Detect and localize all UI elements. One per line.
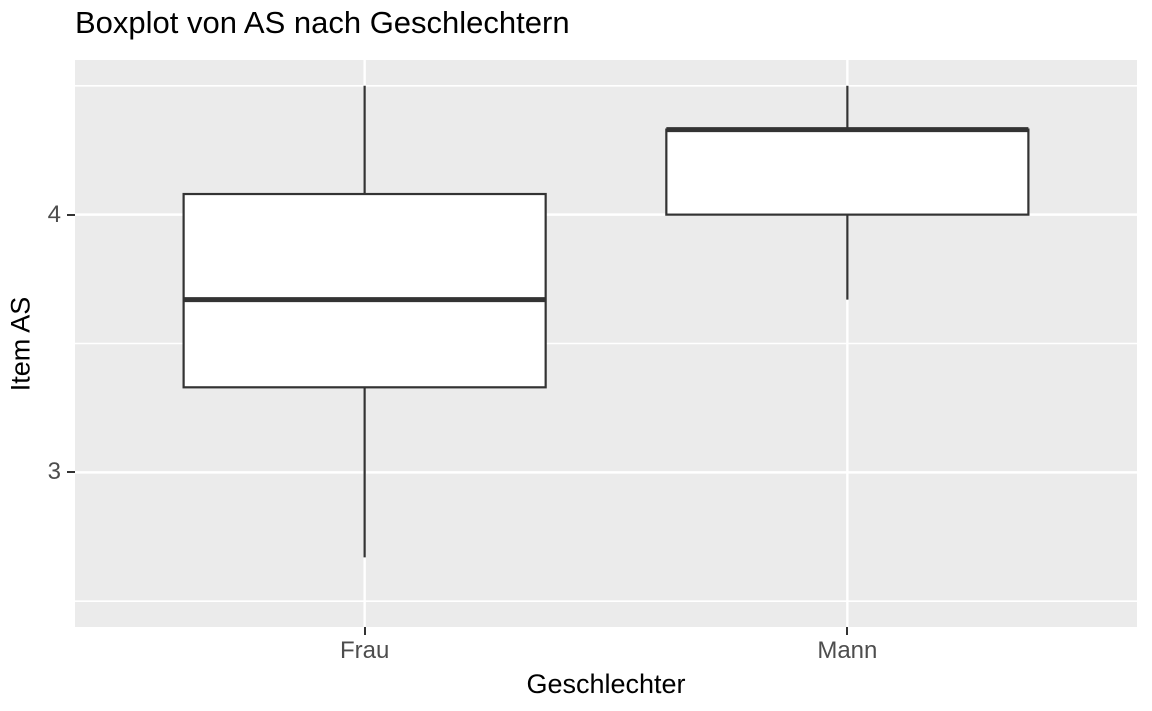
y-tick-label: 3 [47,458,61,486]
boxplot-frau-box [182,192,547,389]
x-tick-label-mann: Mann [817,637,878,664]
y-axis-title: Item AS [5,296,36,392]
plot-panel [75,60,1137,627]
x-tick-label-frau: Frau [339,637,390,664]
y-tick-label: 4 [47,200,61,228]
x-axis-tick [363,627,366,635]
x-axis-tick [846,627,849,635]
y-axis-tick [67,213,75,216]
x-axis-title: Geschlechter [526,669,686,699]
boxplot-mann-box [665,128,1030,216]
chart-title: Boxplot von AS nach Geschlechtern [75,5,570,40]
y-axis-tick [67,471,75,474]
plot-area-svg [75,60,1137,627]
